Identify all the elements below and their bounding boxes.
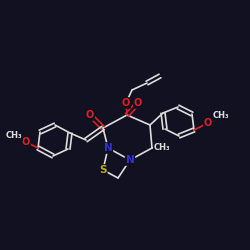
Text: CH₃: CH₃ xyxy=(213,112,229,120)
Text: N: N xyxy=(104,143,112,153)
Text: O: O xyxy=(122,98,130,108)
Text: S: S xyxy=(99,165,107,175)
Text: O: O xyxy=(134,98,142,108)
Text: O: O xyxy=(86,110,94,120)
Text: O: O xyxy=(204,118,212,128)
Text: N: N xyxy=(126,155,134,165)
Text: CH₃: CH₃ xyxy=(154,144,170,152)
Text: CH₃: CH₃ xyxy=(6,132,22,140)
Text: O: O xyxy=(22,137,30,147)
